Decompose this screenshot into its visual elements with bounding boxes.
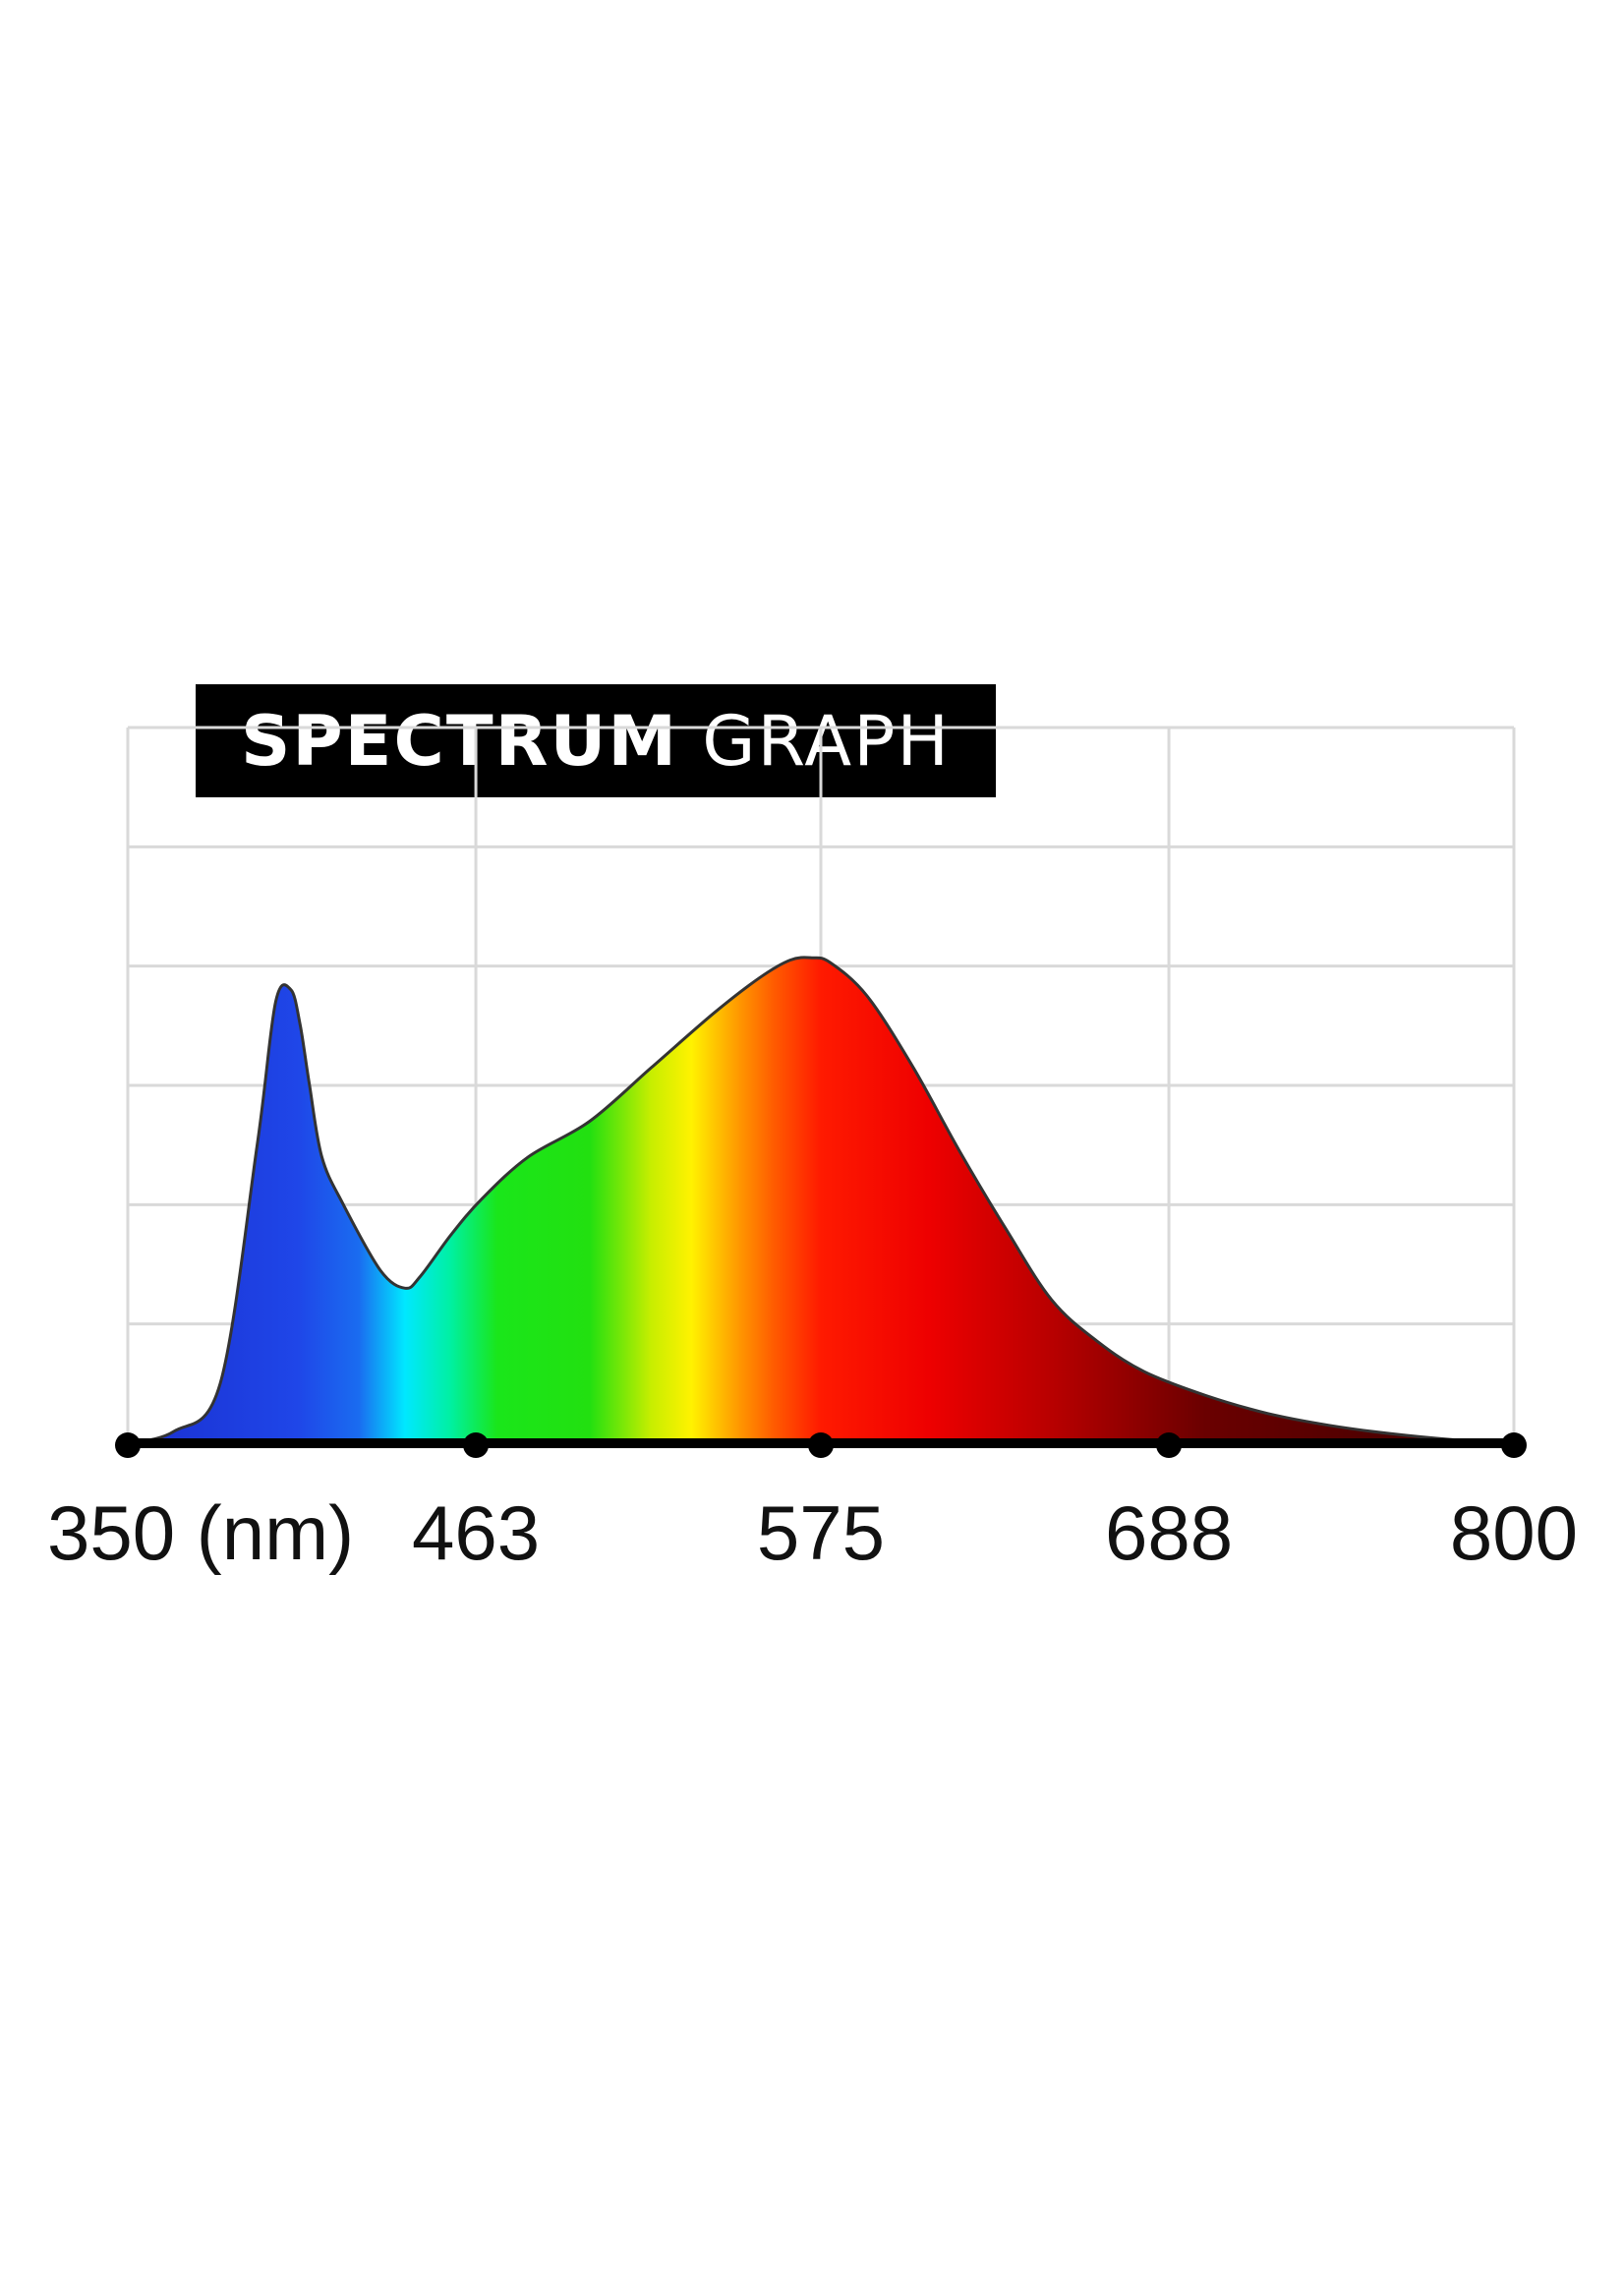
x-tick-dot <box>463 1432 490 1458</box>
chart-title-text: SPECTRUM GRAPH <box>241 701 951 782</box>
x-tick-dot <box>1156 1432 1183 1458</box>
spectrum-area-group <box>127 956 1515 1445</box>
chart-title-bold: SPECTRUM <box>240 700 678 782</box>
x-tick-dot <box>115 1432 141 1458</box>
x-tick-dot <box>808 1432 834 1458</box>
chart-title: SPECTRUM GRAPH <box>196 684 996 797</box>
spectrum-area <box>128 957 1514 1443</box>
x-axis <box>115 1432 1527 1458</box>
x-tick-label: 688 <box>1105 1489 1233 1576</box>
x-tick-dot <box>1501 1432 1527 1458</box>
x-tick-label: 575 <box>757 1489 885 1576</box>
chart-title-light: GRAPH <box>702 700 952 782</box>
x-tick-label: 350 (nm) <box>47 1489 354 1576</box>
x-tick-label: 800 <box>1450 1489 1578 1576</box>
x-tick-label: 463 <box>412 1489 540 1576</box>
spectrum-outline <box>127 956 1515 1445</box>
x-tick-labels: 350 (nm) 463 575 688 800 <box>47 1489 1578 1576</box>
